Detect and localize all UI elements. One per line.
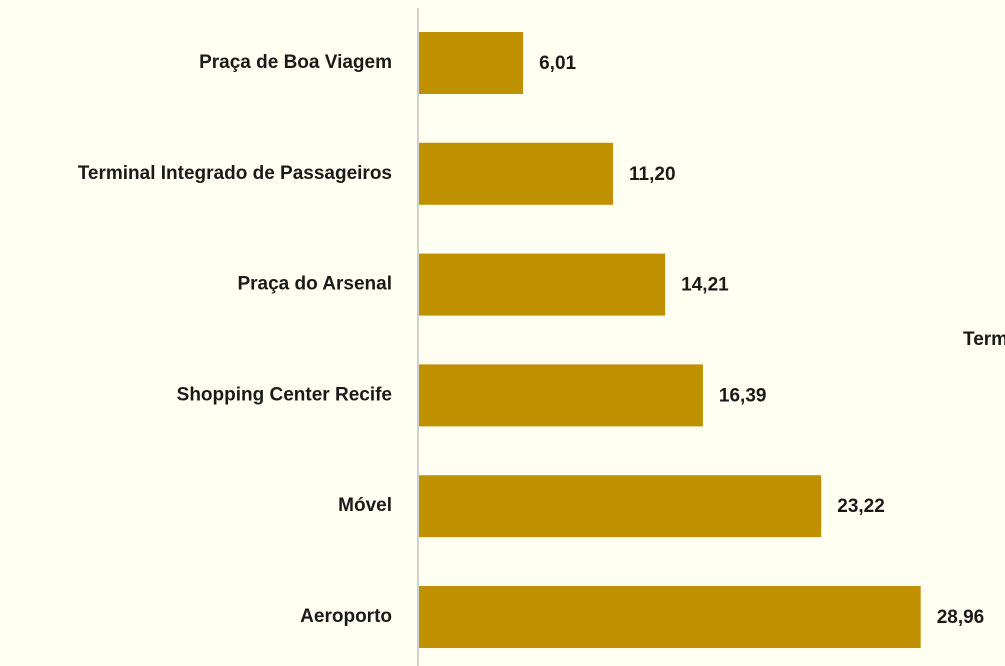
bar xyxy=(419,32,524,94)
annotation: Term xyxy=(963,329,1005,350)
bar xyxy=(419,253,666,316)
value-label: 11,20 xyxy=(629,164,676,185)
bar xyxy=(419,586,921,648)
value-label: 16,39 xyxy=(719,385,767,406)
category-label: Aeroporto xyxy=(300,606,392,627)
value-label: 14,21 xyxy=(681,275,729,296)
category-label: Praça do Arsenal xyxy=(237,274,392,295)
bar xyxy=(419,364,703,427)
category-label: Terminal Integrado de Passageiros xyxy=(78,163,392,184)
value-label: 6,01 xyxy=(539,53,576,74)
bar xyxy=(419,475,822,538)
bar xyxy=(419,142,614,205)
value-label: 28,96 xyxy=(937,607,985,628)
value-label: 23,22 xyxy=(837,496,885,517)
category-label: Shopping Center Recife xyxy=(177,384,392,405)
category-label: Praça de Boa Viagem xyxy=(199,52,392,73)
category-label: Móvel xyxy=(338,495,392,516)
